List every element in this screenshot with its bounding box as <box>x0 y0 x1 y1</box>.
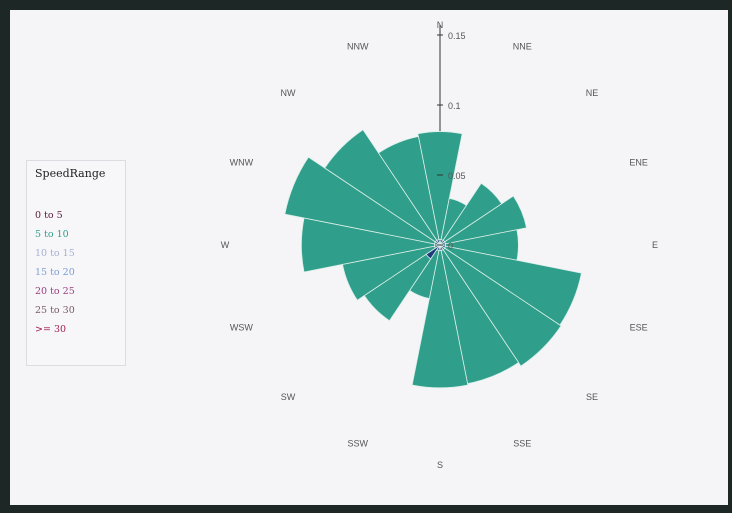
direction-label-ene: ENE <box>629 158 648 168</box>
direction-label-e: E <box>652 240 658 250</box>
bar-nw-5-to-10 <box>324 129 438 243</box>
bar-se-5-to-10 <box>442 247 562 367</box>
direction-label-sse: SSE <box>513 439 531 449</box>
radial-tick-label: 0.1 <box>448 101 461 111</box>
legend-item: 10 to 15 <box>35 248 75 259</box>
direction-label-sw: SW <box>281 392 296 402</box>
legend: SpeedRange 0 to 5 5 to 10 10 to 15 15 to 20… <box>26 160 126 366</box>
bar-ene-5-to-10 <box>444 195 527 245</box>
legend-item: 15 to 20 <box>35 267 75 278</box>
direction-label-ssw: SSW <box>347 439 368 449</box>
radial-tick-label: 0 <box>448 241 453 251</box>
direction-labels: N NNE NE ENE E ESE SE SSE S SSW SW WSW W WNW NW NNW <box>221 20 658 470</box>
direction-label-ese: ESE <box>630 322 648 332</box>
radial-tick-label: 0.15 <box>448 31 466 41</box>
direction-label-wnw: WNW <box>230 158 254 168</box>
direction-label-w: W <box>221 240 230 250</box>
bar-wnw-5-to-10 <box>284 156 436 245</box>
direction-label-wsw: WSW <box>230 322 253 332</box>
direction-label-nw: NW <box>280 88 295 98</box>
bar-layer <box>284 129 582 389</box>
legend-item: 0 to 5 <box>35 210 63 221</box>
direction-label-nnw: NNW <box>347 41 369 51</box>
legend-title: SpeedRange <box>35 167 106 180</box>
bar-nnw-5-to-10 <box>377 136 440 241</box>
legend-item: 25 to 30 <box>35 305 75 316</box>
direction-label-s: S <box>437 460 443 470</box>
direction-label-se: SE <box>586 392 598 402</box>
bar-n-5-to-10 <box>417 131 463 240</box>
radial-tick-labels: 0.15 0.1 0.05 0 <box>437 31 466 251</box>
bar-s-5-to-10 <box>411 250 469 389</box>
legend-item: 20 to 25 <box>35 286 75 297</box>
direction-label-nne: NNE <box>513 41 532 51</box>
radial-tick-label: 0.05 <box>448 171 466 181</box>
direction-label-ne: NE <box>586 88 599 98</box>
direction-label-n: N <box>437 20 444 30</box>
legend-item: 5 to 10 <box>35 229 69 240</box>
legend-item: >= 30 <box>35 324 67 335</box>
